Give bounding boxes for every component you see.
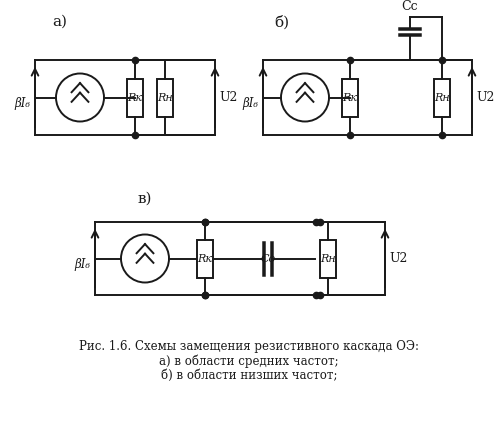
Text: U2: U2 <box>389 252 407 265</box>
Text: б): б) <box>274 15 289 29</box>
Text: Rк: Rк <box>343 93 358 102</box>
Text: Cc: Cc <box>402 0 418 13</box>
Text: Rн: Rн <box>434 93 450 102</box>
Text: а) в области средних частот;: а) в области средних частот; <box>159 355 339 368</box>
Text: U2: U2 <box>219 91 238 104</box>
Text: βI₆: βI₆ <box>15 97 31 110</box>
Text: Rк: Rк <box>198 253 213 264</box>
Text: б) в области низших частот;: б) в области низших частот; <box>161 369 337 382</box>
Text: Rн: Rн <box>157 93 173 102</box>
Text: Рис. 1.6. Схемы замещения резистивного каскада ОЭ:: Рис. 1.6. Схемы замещения резистивного к… <box>79 340 419 353</box>
Text: Co: Co <box>260 253 275 264</box>
Text: а): а) <box>52 15 68 29</box>
Text: Rн: Rн <box>320 253 336 264</box>
Text: в): в) <box>138 192 152 206</box>
Text: U2: U2 <box>476 91 495 104</box>
Text: Rк: Rк <box>127 93 142 102</box>
Text: βI₆: βI₆ <box>75 258 91 271</box>
Text: βI₆: βI₆ <box>243 97 259 110</box>
